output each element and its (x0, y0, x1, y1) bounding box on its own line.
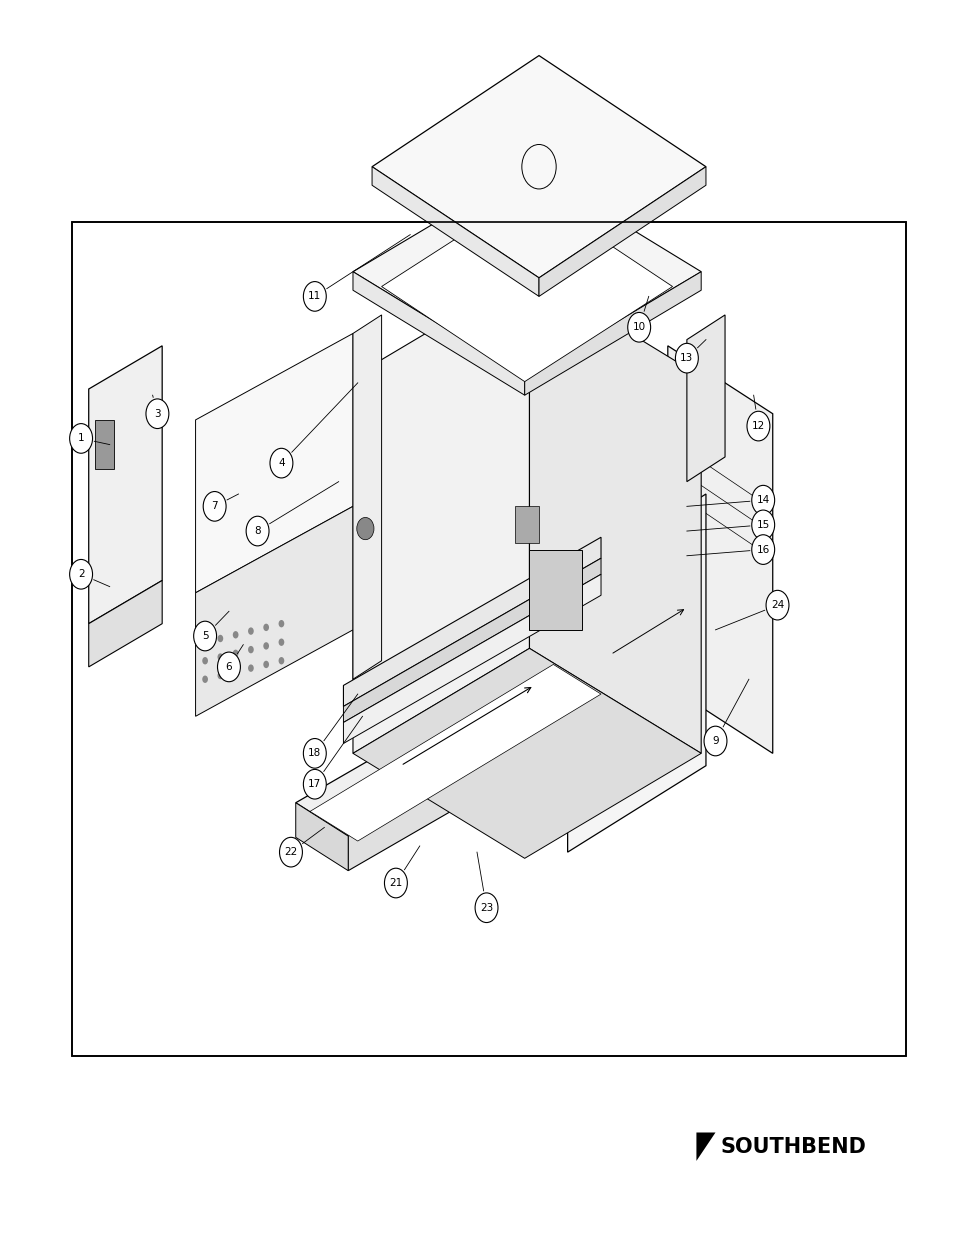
Polygon shape (538, 167, 705, 296)
Polygon shape (524, 272, 700, 395)
Circle shape (217, 672, 223, 679)
Text: 15: 15 (756, 520, 769, 530)
Polygon shape (353, 272, 529, 753)
Circle shape (233, 631, 238, 638)
Text: 10: 10 (632, 322, 645, 332)
Polygon shape (353, 167, 700, 377)
Circle shape (384, 868, 407, 898)
Text: 16: 16 (756, 545, 769, 555)
Circle shape (146, 399, 169, 429)
Text: 8: 8 (254, 526, 260, 536)
Polygon shape (686, 315, 724, 482)
Circle shape (263, 661, 269, 668)
Polygon shape (381, 191, 672, 382)
Polygon shape (348, 682, 615, 871)
Text: 11: 11 (308, 291, 321, 301)
Polygon shape (195, 506, 353, 716)
Polygon shape (353, 648, 700, 858)
Text: 4: 4 (278, 458, 284, 468)
Polygon shape (372, 56, 705, 278)
Circle shape (263, 642, 269, 650)
Text: 1: 1 (78, 433, 84, 443)
Circle shape (279, 837, 302, 867)
Circle shape (248, 627, 253, 635)
Text: 24: 24 (770, 600, 783, 610)
Polygon shape (343, 537, 600, 706)
Circle shape (765, 590, 788, 620)
Polygon shape (372, 167, 538, 296)
Text: 14: 14 (756, 495, 769, 505)
Text: 6: 6 (226, 662, 232, 672)
Text: 2: 2 (78, 569, 84, 579)
Circle shape (675, 343, 698, 373)
Polygon shape (295, 803, 348, 871)
Circle shape (270, 448, 293, 478)
Polygon shape (696, 1132, 715, 1161)
Circle shape (193, 621, 216, 651)
Polygon shape (343, 558, 600, 722)
Polygon shape (89, 346, 162, 624)
Circle shape (217, 635, 223, 642)
Bar (529, 550, 581, 630)
Circle shape (303, 282, 326, 311)
Text: SOUTHBEND: SOUTHBEND (720, 1137, 865, 1157)
Text: 13: 13 (679, 353, 693, 363)
Polygon shape (310, 664, 600, 841)
Circle shape (70, 424, 92, 453)
Circle shape (303, 739, 326, 768)
Circle shape (475, 893, 497, 923)
Polygon shape (353, 272, 524, 395)
Circle shape (751, 510, 774, 540)
Circle shape (246, 516, 269, 546)
Circle shape (248, 646, 253, 653)
Polygon shape (567, 494, 705, 852)
FancyBboxPatch shape (515, 506, 538, 543)
Circle shape (746, 411, 769, 441)
Text: 3: 3 (154, 409, 160, 419)
Text: 12: 12 (751, 421, 764, 431)
Bar (71, 222, 905, 1056)
Circle shape (202, 657, 208, 664)
Bar (95, 420, 114, 469)
Circle shape (303, 769, 326, 799)
Text: 23: 23 (479, 903, 493, 913)
Circle shape (217, 652, 240, 682)
Circle shape (233, 668, 238, 676)
Circle shape (278, 638, 284, 646)
Circle shape (203, 492, 226, 521)
Polygon shape (529, 272, 700, 753)
Circle shape (751, 535, 774, 564)
Polygon shape (295, 648, 615, 836)
Text: 18: 18 (308, 748, 321, 758)
Circle shape (278, 620, 284, 627)
Circle shape (70, 559, 92, 589)
Circle shape (263, 624, 269, 631)
Text: 5: 5 (202, 631, 208, 641)
Circle shape (202, 638, 208, 646)
Text: 9: 9 (712, 736, 718, 746)
Text: 21: 21 (389, 878, 402, 888)
Circle shape (217, 653, 223, 661)
Circle shape (202, 676, 208, 683)
Polygon shape (89, 580, 162, 667)
Circle shape (751, 485, 774, 515)
Polygon shape (195, 333, 353, 593)
Polygon shape (667, 346, 772, 753)
Bar (71, 222, 905, 1056)
Text: 7: 7 (212, 501, 217, 511)
Text: 17: 17 (308, 779, 321, 789)
Circle shape (356, 517, 374, 540)
Polygon shape (353, 315, 381, 679)
Circle shape (233, 650, 238, 657)
Text: 22: 22 (284, 847, 297, 857)
Circle shape (627, 312, 650, 342)
Polygon shape (343, 574, 600, 743)
Circle shape (248, 664, 253, 672)
Circle shape (278, 657, 284, 664)
Circle shape (703, 726, 726, 756)
